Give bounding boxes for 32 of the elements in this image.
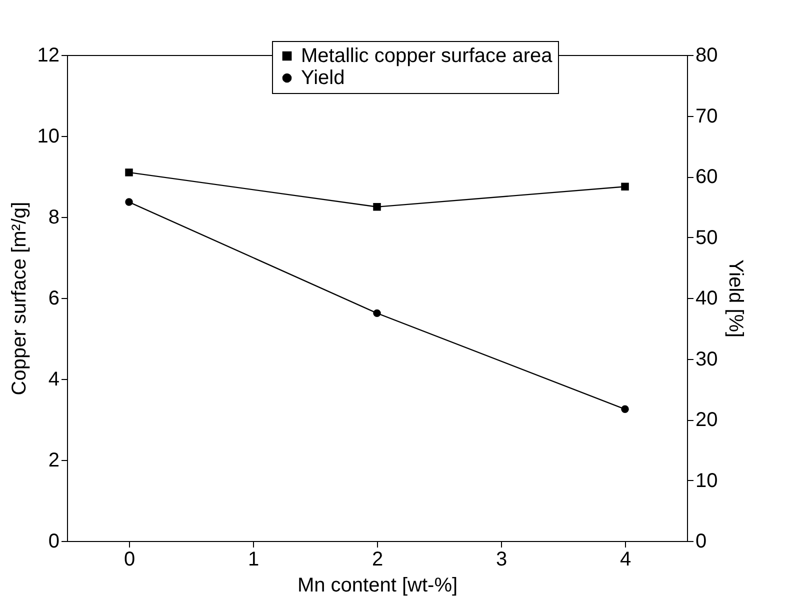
y-tick-label: 6	[48, 288, 60, 310]
y-axis-title: Copper surface [m²/g]	[8, 202, 30, 396]
y-tick-label: 0	[48, 530, 60, 552]
x-tick-label: 1	[248, 548, 260, 570]
point	[373, 309, 381, 318]
y2-tick-label: 30	[696, 348, 718, 370]
y2-tick-label: 40	[696, 288, 718, 310]
legend-label: Yield	[301, 67, 345, 89]
y-tick-label: 10	[37, 126, 60, 148]
x-tick-label: 4	[620, 548, 632, 570]
y2-tick-label: 20	[696, 409, 718, 431]
y2-tick-label: 0	[696, 530, 707, 552]
y-tick-label: 4	[48, 368, 60, 390]
y2-tick-label: 70	[696, 105, 718, 128]
y2-tick-label: 50	[696, 226, 718, 249]
y2-tick-label: 80	[696, 44, 718, 66]
point	[125, 198, 133, 206]
y2-tick-label: 10	[696, 470, 718, 492]
x-tick-label: 3	[496, 548, 508, 570]
point	[125, 168, 133, 176]
point	[373, 203, 381, 211]
y-tick-label: 8	[48, 206, 60, 228]
x-tick-label: 0	[124, 548, 136, 570]
y-tick-label: 2	[48, 450, 60, 472]
point	[621, 182, 629, 190]
point	[621, 405, 629, 414]
y2-tick-label: 60	[696, 166, 718, 188]
y-tick-label: 12	[37, 44, 60, 66]
x-axis-title: Mn content [wt-%]	[297, 574, 458, 596]
legend-label: Metallic copper surface area	[301, 45, 554, 67]
x-tick-label: 2	[372, 548, 384, 570]
y2-axis-title: Yield [%]	[724, 259, 747, 338]
